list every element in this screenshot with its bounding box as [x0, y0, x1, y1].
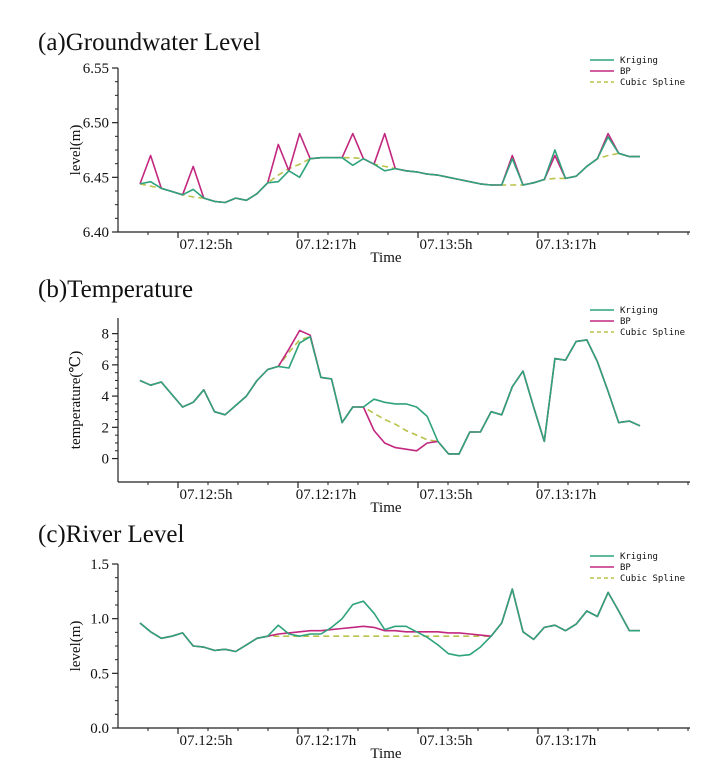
y-tick-label: 1.5	[90, 557, 109, 573]
x-tick-label: 07.13:17h	[536, 237, 597, 253]
y-tick-label: 2	[102, 420, 110, 436]
legend-label: Cubic Spline	[620, 78, 685, 88]
panel-title: (c)River Level	[38, 521, 185, 548]
chart-panel-1: (a)Groundwater Level 6.40 6.45 6.50 6.55 07.1…	[38, 29, 690, 266]
series-line-kriging	[139, 136, 640, 204]
y-tick-label: 0.5	[90, 666, 109, 682]
y-tick-label: 0.0	[90, 721, 109, 737]
x-tick-label: 07.13:17h	[536, 487, 597, 503]
panel-title: (a)Groundwater Level	[38, 29, 261, 56]
x-tick-label: 07.13:17h	[536, 733, 597, 749]
y-tick-label: 6.55	[83, 61, 109, 77]
series-line-cubic-spline	[139, 335, 641, 455]
series-line-bp	[139, 132, 640, 204]
panel-title: (b)Temperature	[38, 276, 193, 303]
y-tick-label: 4	[102, 389, 110, 405]
y-tick-label: 6.45	[83, 170, 109, 186]
series-line-kriging	[139, 335, 641, 455]
y-axis-label: level(m)	[68, 125, 84, 176]
x-tick-label: 07.12:17h	[296, 237, 357, 253]
legend-label: Kriging	[620, 56, 658, 66]
x-axis-label: Time	[370, 250, 401, 266]
legend-label: Cubic Spline	[620, 574, 685, 584]
y-axis-label: temperature(℃)	[68, 351, 84, 449]
x-tick-label: 07.12:17h	[296, 487, 357, 503]
y-tick-label: 8	[102, 327, 110, 343]
x-axis-label: Time	[370, 500, 401, 516]
legend-label: Kriging	[620, 306, 658, 316]
chart-panel-3: (c)River Level 0.0 0.5 1.0 1.5 07.12:5h 07.12:…	[38, 521, 690, 762]
y-tick-label: 6	[102, 358, 110, 374]
y-tick-label: 6.50	[83, 116, 109, 132]
series-line-cubic-spline	[139, 588, 640, 653]
y-tick-label: 1.0	[90, 612, 109, 628]
x-tick-label: 07.13:5h	[420, 733, 473, 749]
x-tick-label: 07.12:5h	[180, 733, 233, 749]
legend-label: BP	[620, 317, 631, 327]
x-tick-label: 07.12:17h	[296, 733, 357, 749]
legend-label: Cubic Spline	[620, 328, 685, 338]
series-line-bp	[139, 329, 641, 455]
series-line-kriging	[139, 588, 640, 657]
series-line-bp	[139, 588, 640, 653]
x-axis-label: Time	[370, 746, 401, 762]
x-tick-label: 07.13:5h	[420, 237, 473, 253]
legend-label: Kriging	[620, 552, 658, 562]
y-tick-label: 6.40	[83, 225, 109, 241]
y-axis-label: level(m)	[68, 621, 84, 672]
x-tick-label: 07.12:5h	[180, 237, 233, 253]
chart-panel-2: (b)Temperature 0 2 4 6 8 07.12:5h 07.12:17h 07.1…	[38, 276, 690, 516]
legend-label: BP	[620, 67, 631, 77]
x-tick-label: 07.12:5h	[180, 487, 233, 503]
legend-label: BP	[620, 563, 631, 573]
x-tick-label: 07.13:5h	[420, 487, 473, 503]
y-tick-label: 0	[102, 452, 110, 468]
